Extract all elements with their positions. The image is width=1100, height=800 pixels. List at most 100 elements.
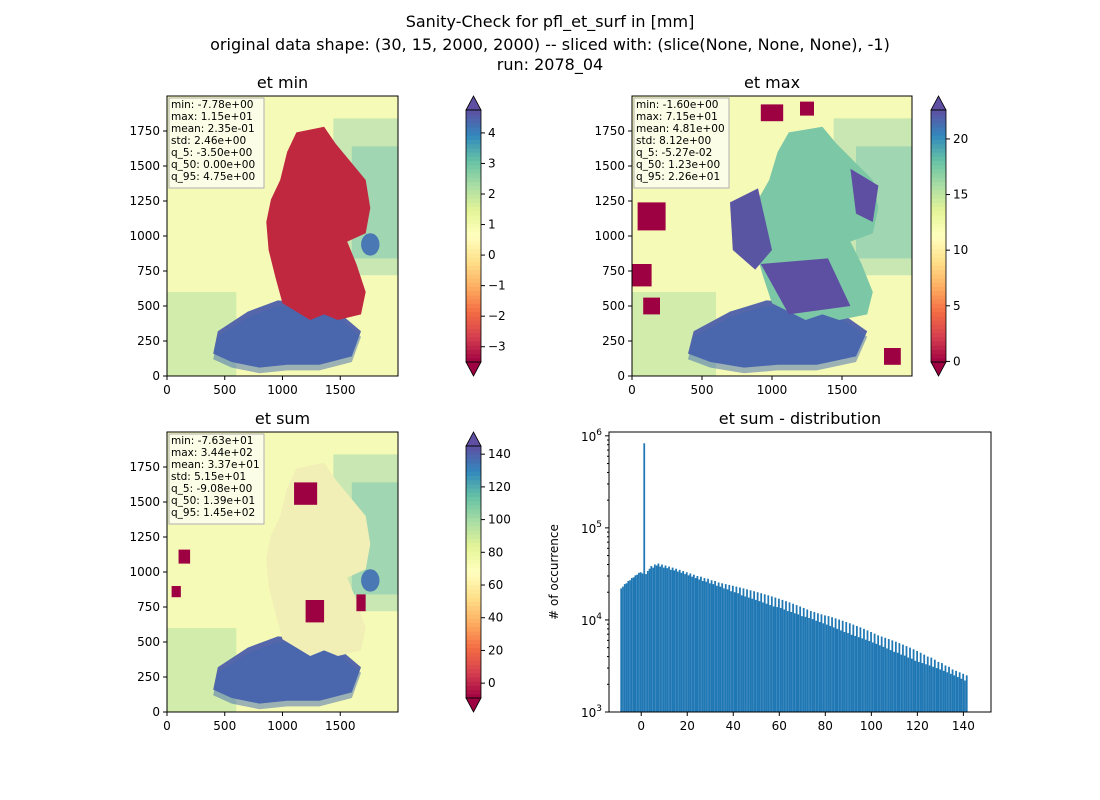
- histogram-bar: [854, 635, 856, 712]
- y-tick-label: 1000: [594, 229, 625, 243]
- colorbar-segment: [466, 257, 481, 262]
- histogram-bar: [882, 646, 885, 712]
- colorbar-segment: [466, 164, 481, 170]
- histogram-bar: [944, 665, 947, 712]
- histogram-bar: [879, 645, 881, 712]
- colorbar-segment: [931, 131, 946, 136]
- colorbar-segment: [931, 324, 946, 329]
- colorbar-segment: [466, 672, 481, 678]
- histogram-bar: [832, 627, 835, 712]
- colorbar-segment: [466, 626, 481, 632]
- negative-patch-5: [171, 586, 181, 598]
- stats-line: max: 7.15e+01: [636, 111, 718, 123]
- histogram-bar: [742, 588, 745, 712]
- x-tick-label: 1500: [325, 383, 356, 397]
- histogram-bar: [630, 578, 633, 712]
- east-high-region: [850, 168, 879, 222]
- colorbar-segment: [931, 210, 946, 216]
- colorbar-segment: [466, 593, 481, 598]
- histogram-bar: [964, 680, 966, 712]
- colorbar-segment: [931, 341, 946, 346]
- colorbar-frame: [930, 109, 947, 363]
- colorbar-segment: [466, 551, 481, 556]
- y-tick-label: 0: [617, 369, 625, 383]
- colorbar-segment: [466, 160, 481, 166]
- colorbar-segment: [466, 286, 481, 292]
- colorbar-frame: [465, 445, 482, 699]
- histogram-bar: [877, 635, 880, 712]
- colorbar-segment: [931, 114, 946, 119]
- colorbar-segment: [466, 462, 481, 468]
- stats-line: q_95: 1.45e+02: [171, 507, 255, 519]
- stats-line: q_50: 1.39e+01: [171, 495, 255, 507]
- histogram-bar: [886, 648, 888, 712]
- colorbar-segment: [931, 194, 946, 199]
- histogram-bar: [827, 616, 830, 712]
- colorbar-segment: [931, 345, 946, 350]
- histogram-bar: [639, 572, 642, 712]
- histogram-bar: [726, 589, 729, 712]
- histogram-bar: [933, 659, 936, 712]
- histogram-bar: [770, 596, 773, 712]
- histogram-bar: [698, 579, 701, 712]
- colorbar-segment: [466, 198, 481, 203]
- colorbar-segment: [931, 265, 946, 271]
- colorbar-segment: [466, 504, 481, 510]
- histogram-bar: [824, 615, 826, 712]
- histogram-bar: [778, 598, 780, 712]
- histogram-bar: [852, 624, 855, 712]
- x-tick-label: 100: [860, 719, 883, 733]
- x-tick-label: 500: [213, 383, 236, 397]
- histogram-bar: [728, 584, 731, 712]
- y-tick-label: 105: [581, 520, 602, 536]
- histogram-bar: [951, 669, 954, 712]
- histogram-bar: [815, 620, 817, 712]
- histogram-bar: [949, 673, 952, 712]
- negative-patch-5: [800, 101, 814, 116]
- colorbar-segment: [931, 164, 946, 170]
- stats-line: std: 8.12e+00: [636, 135, 711, 147]
- colorbar-segment: [466, 546, 481, 552]
- colorbar-segment: [466, 576, 481, 581]
- histogram-bar: [707, 578, 709, 712]
- histogram-bar: [889, 650, 892, 712]
- histogram-bar: [900, 654, 903, 712]
- histogram-bar: [719, 586, 722, 712]
- histogram-bar: [953, 675, 956, 712]
- colorbar-segment: [466, 185, 481, 191]
- colorbar-segment: [931, 215, 946, 220]
- axes-frame: [608, 431, 992, 713]
- y-tick-label: 106: [581, 428, 602, 444]
- histogram-bar: [884, 637, 887, 712]
- y-tick-label: 1500: [594, 159, 625, 173]
- histogram-bar: [797, 614, 800, 712]
- colorbar-extend-top: [465, 431, 482, 447]
- colorbar-segment: [931, 152, 946, 157]
- colorbar-tick-label: 4: [488, 126, 496, 140]
- colorbar-segment: [931, 231, 946, 237]
- colorbar-segment: [466, 139, 481, 145]
- histogram-bar: [661, 564, 663, 712]
- stats-line: min: -7.63e+01: [171, 435, 253, 447]
- histogram-bar: [692, 574, 695, 712]
- colorbar-segment: [466, 467, 481, 472]
- histogram-bar: [733, 592, 736, 712]
- y-tick-label: 1000: [129, 229, 160, 243]
- colorbar-segment: [931, 303, 946, 308]
- colorbar-tick-label: 5: [953, 299, 961, 313]
- histogram-bar: [696, 576, 699, 712]
- colorbar-segment: [466, 639, 481, 644]
- histogram-bar: [740, 595, 743, 712]
- histogram-bar: [678, 569, 681, 712]
- y-tick-label: 1500: [129, 159, 160, 173]
- panel-title: et sum: [255, 409, 310, 428]
- colorbar-segment: [466, 223, 481, 229]
- colorbar-segment: [466, 597, 481, 602]
- colorbar-tick-label: −2: [488, 309, 506, 323]
- histogram-bar: [653, 564, 656, 712]
- negative-patch-2: [632, 264, 652, 287]
- colorbar-segment: [466, 152, 481, 157]
- histogram-bar: [804, 616, 807, 712]
- x-tick-label: 140: [952, 719, 975, 733]
- histogram-bar: [648, 568, 651, 712]
